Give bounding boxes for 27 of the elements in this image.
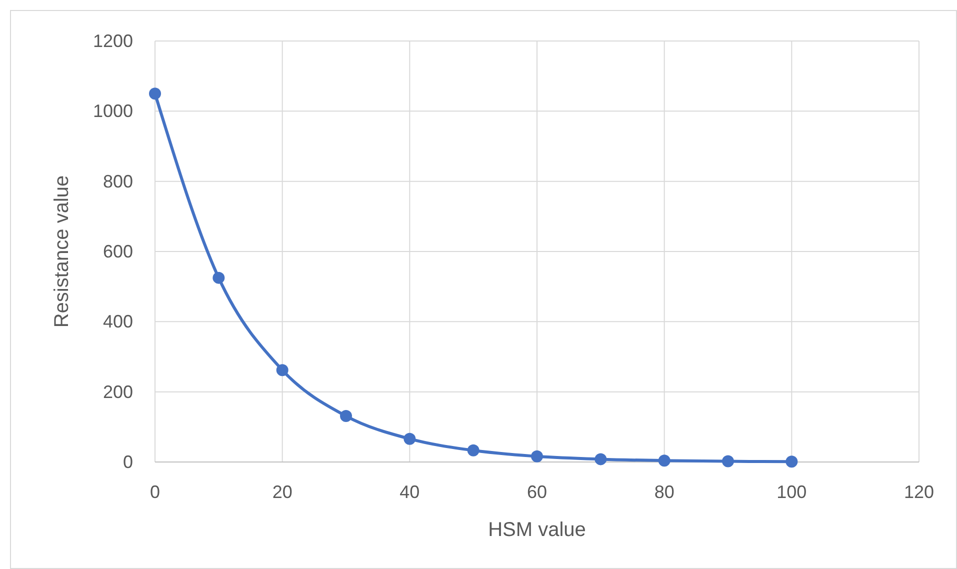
point xyxy=(594,453,607,466)
x-tick-label: 0 xyxy=(150,482,160,502)
point xyxy=(212,272,225,284)
y-tick-label: 400 xyxy=(102,312,133,332)
x-tick-label: 60 xyxy=(526,482,548,502)
x-tick-label: 80 xyxy=(654,482,674,502)
x-tick-label: 20 xyxy=(272,482,292,502)
y-tick-label: 600 xyxy=(102,242,133,262)
y-axis-title: Resistance value xyxy=(51,175,73,328)
point xyxy=(531,450,543,462)
y-tick-label: 200 xyxy=(102,382,133,402)
point xyxy=(722,455,734,468)
y-tick-label: 1200 xyxy=(92,31,133,51)
y-tick-label: 1000 xyxy=(92,101,133,122)
x-tick-label: 40 xyxy=(400,482,420,502)
point xyxy=(340,410,352,422)
point xyxy=(467,444,480,456)
x-tick-label: 100 xyxy=(776,482,807,502)
point xyxy=(658,454,670,467)
point xyxy=(404,432,416,445)
point xyxy=(786,456,798,468)
x-tick-label: 120 xyxy=(904,482,934,502)
x-axis-title: HSM value xyxy=(488,519,586,541)
y-tick-label: 0 xyxy=(122,452,133,472)
point xyxy=(276,364,288,376)
y-tick-label: 800 xyxy=(102,171,133,192)
point xyxy=(149,88,161,100)
